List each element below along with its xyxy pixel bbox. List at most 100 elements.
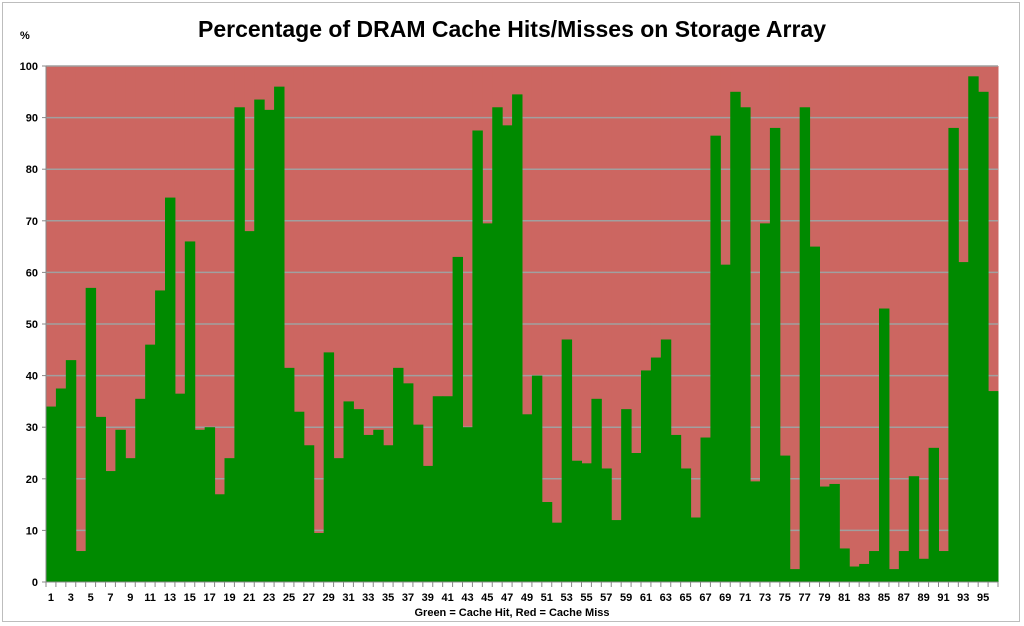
miss-bar-21 (244, 66, 255, 232)
miss-bar-83 (859, 66, 870, 564)
hit-bar-70 (730, 91, 741, 583)
miss-bar-85 (879, 66, 890, 309)
miss-bar-56 (591, 66, 602, 399)
miss-bar-48 (512, 66, 523, 95)
miss-bar-19 (224, 66, 235, 459)
miss-bar-28 (313, 66, 325, 533)
miss-bar-33 (363, 66, 374, 435)
miss-bar-27 (303, 66, 315, 446)
x-tick-label: 85 (878, 592, 890, 604)
hit-bar-47 (502, 125, 513, 582)
x-tick-label: 9 (127, 592, 133, 604)
miss-bar-76 (789, 66, 801, 570)
miss-bar-30 (333, 66, 344, 459)
hit-bar-37 (403, 383, 414, 582)
hit-bar-43 (462, 427, 473, 582)
miss-bar-68 (710, 66, 721, 136)
x-tick-label: 47 (501, 592, 513, 604)
miss-bar-86 (888, 66, 900, 570)
x-tick-label: 23 (263, 592, 275, 604)
hit-bar-1 (46, 406, 57, 582)
miss-bar-17 (204, 66, 216, 428)
miss-bar-34 (373, 66, 384, 430)
hit-bar-90 (928, 447, 939, 582)
hit-bar-91 (938, 551, 949, 582)
hit-bar-60 (631, 453, 642, 582)
miss-bar-12 (155, 66, 166, 291)
hit-bar-76 (789, 569, 801, 582)
miss-bar-89 (918, 66, 930, 559)
miss-bar-75 (779, 66, 791, 456)
x-tick-label: 79 (818, 592, 830, 604)
miss-bar-31 (343, 66, 354, 402)
hit-bar-5 (85, 287, 97, 582)
miss-bar-82 (849, 66, 860, 567)
x-tick-label: 29 (323, 592, 335, 604)
x-tick-label: 13 (164, 592, 176, 604)
hit-bar-63 (660, 339, 672, 582)
hit-bar-18 (214, 494, 225, 582)
x-tick-label: 49 (521, 592, 533, 604)
x-tick-label: 39 (422, 592, 434, 604)
hit-bar-22 (254, 99, 265, 582)
miss-bar-72 (750, 66, 761, 482)
hit-bar-44 (472, 130, 483, 582)
x-tick-label: 37 (402, 592, 414, 604)
hit-bar-79 (819, 486, 830, 582)
miss-bar-52 (551, 66, 563, 523)
hit-bar-84 (869, 551, 880, 582)
miss-bar-65 (680, 66, 692, 469)
hit-bar-52 (551, 522, 563, 582)
miss-bar-1 (46, 66, 57, 407)
miss-bar-2 (55, 66, 67, 389)
hit-bar-21 (244, 231, 255, 582)
miss-bar-10 (135, 66, 146, 399)
hit-bar-34 (373, 429, 384, 582)
miss-bar-69 (720, 66, 731, 265)
hit-bar-42 (452, 256, 463, 582)
hit-bar-24 (274, 86, 285, 582)
hit-bar-46 (492, 107, 503, 582)
hit-bar-71 (740, 107, 751, 582)
x-tick-label: 67 (699, 592, 711, 604)
miss-bar-7 (105, 66, 116, 472)
miss-bar-67 (700, 66, 711, 438)
miss-bar-54 (571, 66, 582, 461)
x-tick-label: 93 (957, 592, 969, 604)
miss-bar-79 (819, 66, 830, 487)
hit-bar-66 (690, 517, 701, 582)
y-tick-label: 80 (26, 164, 38, 176)
x-tick-label: 63 (660, 592, 672, 604)
x-tick-label: 51 (541, 592, 553, 604)
miss-bar-88 (908, 66, 920, 477)
miss-bar-37 (403, 66, 414, 384)
x-tick-label: 25 (283, 592, 295, 604)
miss-bar-14 (174, 66, 186, 394)
miss-bar-20 (234, 66, 245, 108)
x-tick-label: 21 (243, 592, 255, 604)
miss-bar-22 (254, 66, 265, 100)
hit-bar-10 (135, 398, 146, 582)
miss-bar-26 (293, 66, 305, 412)
miss-bar-11 (145, 66, 156, 345)
miss-bar-96 (988, 66, 999, 392)
x-tick-label: 71 (739, 592, 751, 604)
miss-bar-84 (869, 66, 880, 552)
miss-bar-57 (601, 66, 612, 469)
miss-bar-8 (115, 66, 126, 430)
x-tick-label: 31 (342, 592, 354, 604)
hit-bar-67 (700, 437, 711, 582)
hit-bar-2 (55, 388, 67, 582)
hit-bar-16 (194, 429, 206, 582)
hit-bar-64 (670, 434, 682, 582)
hit-bar-82 (849, 566, 860, 582)
hit-bar-96 (988, 391, 999, 582)
miss-bar-3 (65, 66, 77, 361)
hit-bar-58 (611, 520, 622, 582)
hit-bar-72 (750, 481, 761, 582)
miss-bar-51 (541, 66, 553, 503)
hit-bar-83 (859, 563, 870, 582)
hit-bar-17 (204, 427, 216, 582)
x-tick-label: 33 (362, 592, 374, 604)
